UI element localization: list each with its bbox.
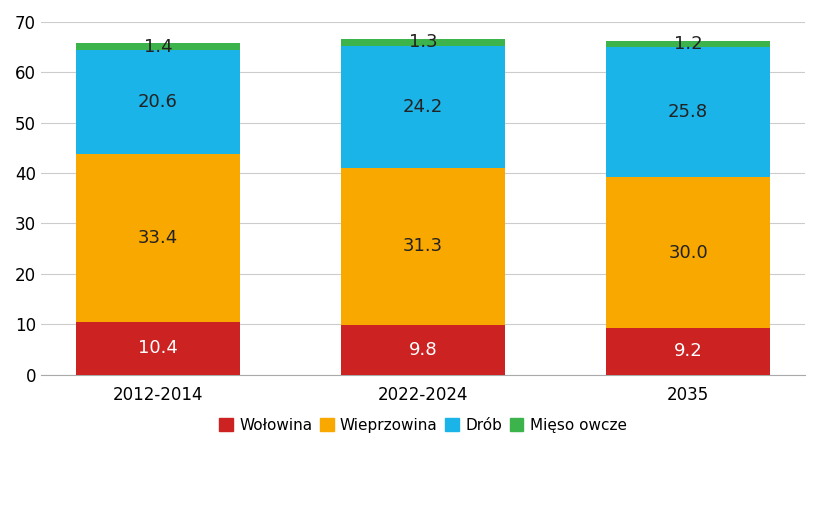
Text: 9.8: 9.8: [408, 341, 437, 359]
Bar: [605, 41, 769, 47]
Text: 33.4: 33.4: [138, 229, 178, 247]
Text: 31.3: 31.3: [402, 238, 442, 255]
Bar: [341, 46, 505, 167]
Text: 1.4: 1.4: [143, 38, 172, 56]
Bar: [75, 322, 240, 375]
Text: 25.8: 25.8: [667, 103, 708, 121]
Bar: [341, 167, 505, 325]
Text: 10.4: 10.4: [138, 339, 178, 357]
Bar: [75, 154, 240, 322]
Bar: [605, 177, 769, 328]
Legend: Wołowina, Wieprzowina, Drób, Mięso owcze: Wołowina, Wieprzowina, Drób, Mięso owcze: [215, 413, 631, 437]
Text: 24.2: 24.2: [402, 98, 442, 116]
Bar: [75, 43, 240, 50]
Bar: [75, 50, 240, 154]
Text: 20.6: 20.6: [138, 93, 178, 111]
Text: 9.2: 9.2: [673, 343, 702, 360]
Text: 30.0: 30.0: [667, 244, 707, 262]
Bar: [605, 47, 769, 177]
Bar: [605, 328, 769, 375]
Text: 1.2: 1.2: [673, 35, 702, 53]
Bar: [341, 325, 505, 375]
Text: 1.3: 1.3: [408, 33, 437, 51]
Bar: [341, 39, 505, 46]
